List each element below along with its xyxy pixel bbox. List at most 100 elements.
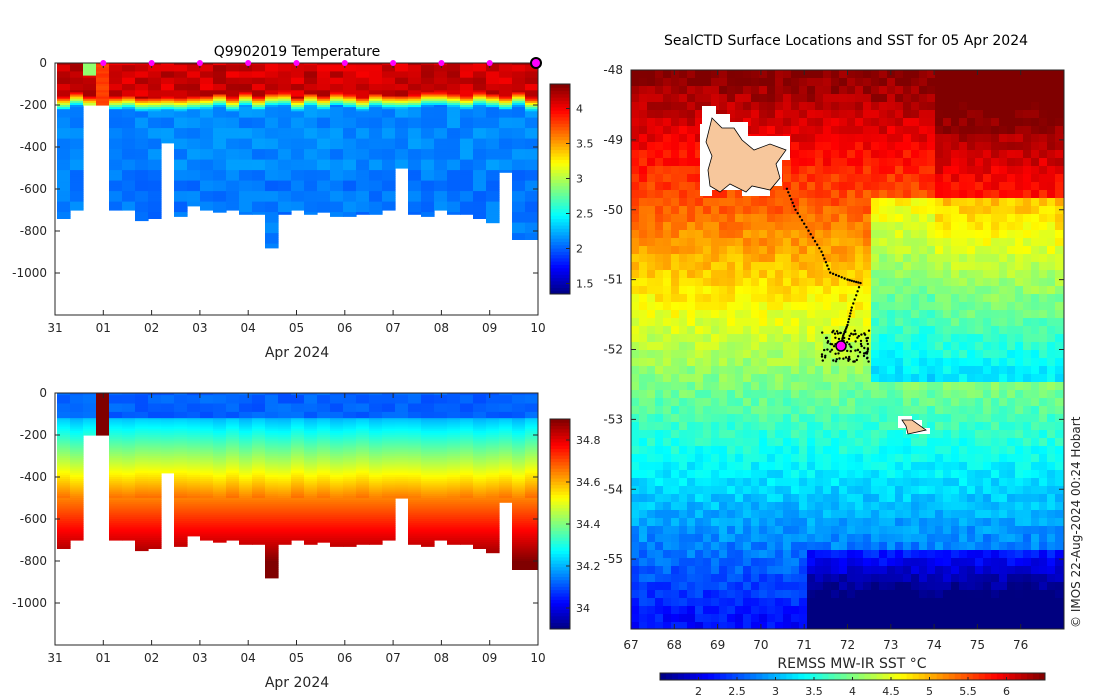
heatmap-cell	[369, 458, 383, 461]
surface-sample-marker	[196, 60, 203, 66]
heatmap-cell	[239, 130, 253, 133]
heatmap-cell	[57, 168, 71, 171]
heatmap-cell	[473, 481, 487, 484]
heatmap-cell	[187, 144, 201, 148]
heatmap-cell	[239, 535, 253, 539]
heatmap-cell	[421, 521, 435, 524]
heatmap-cell	[395, 107, 409, 110]
heatmap-cell	[486, 451, 500, 455]
heatmap-cell	[317, 88, 331, 91]
heatmap-cell	[278, 170, 292, 173]
heatmap-cell	[122, 485, 136, 489]
heatmap-cell	[395, 109, 409, 112]
heatmap-cell	[343, 504, 357, 507]
heatmap-cell	[512, 119, 526, 123]
heatmap-cell	[382, 397, 396, 400]
heatmap-cell	[109, 500, 123, 503]
heatmap-cell	[57, 186, 71, 190]
heatmap-cell	[70, 193, 84, 196]
heatmap-cell	[122, 458, 136, 461]
heatmap-cell	[525, 98, 538, 102]
heatmap-cell	[239, 542, 253, 545]
heatmap-cell	[278, 399, 292, 402]
heatmap-cell	[174, 77, 188, 81]
heatmap-cell	[499, 395, 513, 398]
heatmap-cell	[421, 88, 435, 91]
heatmap-cell	[408, 411, 422, 415]
heatmap-cell	[330, 121, 344, 125]
heatmap-cell	[70, 512, 84, 516]
heatmap-cell	[460, 453, 474, 457]
heatmap-cell	[395, 462, 409, 465]
heatmap-cell	[330, 159, 344, 163]
heatmap-cell	[512, 201, 526, 205]
heatmap-cell	[499, 405, 513, 409]
heatmap-cell	[408, 439, 422, 442]
heatmap-cell	[213, 458, 227, 461]
heatmap-cell	[265, 500, 279, 503]
heatmap-cell	[122, 420, 136, 423]
heatmap-cell	[304, 405, 318, 409]
heatmap-cell	[460, 416, 474, 419]
heatmap-cell	[330, 407, 344, 411]
heatmap-cell	[96, 403, 110, 407]
heatmap-cell	[343, 439, 357, 442]
heatmap-cell	[213, 117, 227, 121]
heatmap-cell	[57, 426, 71, 430]
heatmap-cell	[135, 498, 149, 501]
heatmap-cell	[187, 140, 201, 144]
heatmap-cell	[395, 132, 409, 135]
heatmap-cell	[330, 210, 344, 213]
heatmap-cell	[96, 73, 110, 77]
heatmap-cell	[96, 94, 110, 98]
heatmap-cell	[174, 500, 188, 503]
heatmap-cell	[109, 105, 123, 108]
heatmap-cell	[291, 193, 305, 196]
heatmap-cell	[278, 487, 292, 491]
heatmap-cell	[460, 144, 474, 148]
heatmap-cell	[447, 84, 461, 87]
heatmap-cell	[161, 403, 175, 407]
heatmap-cell	[122, 521, 136, 524]
heatmap-cell	[187, 136, 201, 140]
heatmap-cell	[174, 201, 188, 205]
heatmap-cell	[304, 90, 318, 93]
heatmap-cell	[239, 140, 253, 144]
heatmap-cell	[252, 94, 266, 98]
heatmap-cell	[161, 123, 175, 127]
heatmap-cell	[239, 123, 253, 127]
heatmap-cell	[460, 441, 474, 444]
heatmap-cell	[187, 191, 201, 194]
heatmap-cell	[291, 119, 305, 123]
heatmap-cell	[408, 174, 422, 177]
heatmap-cell	[226, 491, 240, 495]
heatmap-cell	[447, 109, 461, 112]
heatmap-cell	[421, 117, 435, 121]
heatmap-cell	[525, 197, 538, 201]
heatmap-cell	[213, 119, 227, 123]
heatmap-cell	[317, 161, 331, 165]
heatmap-cell	[499, 420, 513, 423]
heatmap-cell	[213, 168, 227, 171]
heatmap-cell	[291, 123, 305, 127]
heatmap-cell	[174, 529, 188, 533]
heatmap-cell	[109, 474, 123, 478]
heatmap-cell	[135, 189, 149, 192]
heatmap-cell	[369, 540, 383, 543]
heatmap-cell	[57, 69, 71, 72]
heatmap-cell	[213, 468, 227, 472]
heatmap-cell	[252, 395, 266, 398]
heatmap-cell	[148, 210, 162, 213]
heatmap-cell	[447, 422, 461, 426]
heatmap-cell	[486, 109, 500, 112]
heatmap-cell	[135, 411, 149, 415]
colorbar-segment	[550, 267, 570, 272]
heatmap-cell	[434, 71, 448, 75]
heatmap-cell	[200, 98, 214, 102]
heatmap-cell	[278, 510, 292, 514]
heatmap-cell	[330, 544, 344, 547]
heatmap-cell	[369, 90, 383, 93]
heatmap-cell	[174, 399, 188, 402]
heatmap-cell	[304, 180, 318, 184]
heatmap-cell	[343, 409, 357, 413]
